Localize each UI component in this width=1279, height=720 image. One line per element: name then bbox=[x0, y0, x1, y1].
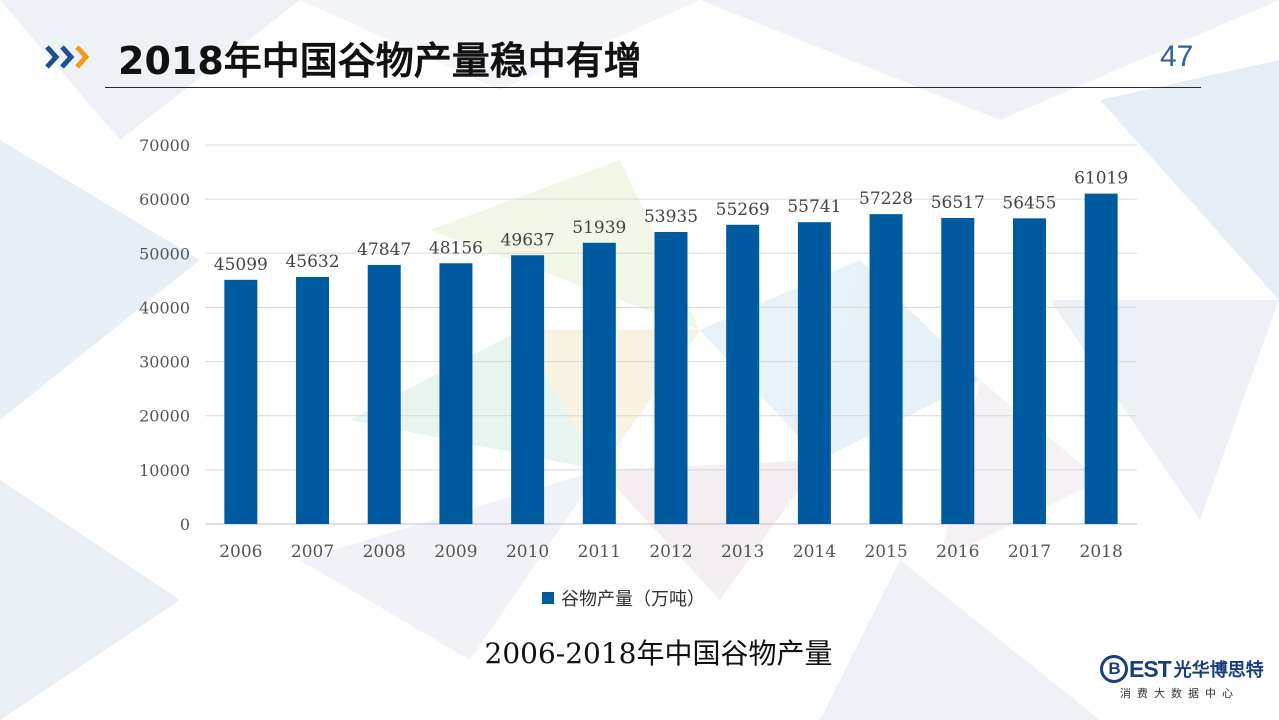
chart-caption: 2006-2018年中国谷物产量 bbox=[484, 637, 833, 670]
y-tick-label: 20000 bbox=[139, 407, 190, 426]
bar bbox=[367, 264, 401, 524]
bar bbox=[797, 222, 831, 524]
logo-subtitle: 消费大数据中心 bbox=[1120, 687, 1239, 700]
title-divider bbox=[105, 87, 1201, 88]
data-label: 57228 bbox=[859, 189, 913, 209]
data-label: 53935 bbox=[644, 207, 698, 227]
bar bbox=[941, 218, 975, 525]
data-label: 47847 bbox=[357, 240, 411, 260]
data-label: 51939 bbox=[572, 218, 626, 238]
x-tick-label: 2009 bbox=[434, 542, 477, 562]
bar bbox=[511, 255, 545, 524]
data-label: 48156 bbox=[429, 238, 483, 258]
x-tick-label: 2007 bbox=[291, 542, 334, 562]
bar bbox=[869, 214, 903, 525]
logo-mark: B EST 光华博思特 bbox=[1100, 655, 1264, 683]
company-logo: B EST 光华博思特 消费大数据中心 bbox=[1100, 650, 1270, 710]
data-label: 55269 bbox=[716, 200, 770, 220]
x-tick-label: 2016 bbox=[936, 542, 979, 562]
x-tick-label: 2015 bbox=[864, 542, 907, 562]
x-tick-label: 2018 bbox=[1080, 542, 1123, 562]
x-tick-label: 2008 bbox=[363, 542, 406, 562]
y-tick-label: 10000 bbox=[139, 461, 190, 480]
bar bbox=[1012, 218, 1046, 525]
x-tick-label: 2006 bbox=[219, 542, 262, 562]
data-label: 61019 bbox=[1074, 169, 1128, 189]
bar bbox=[439, 263, 473, 524]
x-tick-label: 2011 bbox=[578, 542, 621, 562]
data-label: 55741 bbox=[787, 197, 841, 217]
x-tick-label: 2012 bbox=[649, 542, 692, 562]
y-tick-label: 0 bbox=[180, 515, 190, 534]
logo-text: EST bbox=[1129, 655, 1172, 682]
x-tick-label: 2017 bbox=[1008, 542, 1051, 562]
bar bbox=[1084, 193, 1118, 524]
y-tick-label: 40000 bbox=[139, 298, 190, 317]
data-label: 56517 bbox=[931, 193, 985, 213]
logo-letter: B bbox=[1100, 655, 1128, 683]
y-tick-label: 30000 bbox=[139, 353, 190, 372]
bar bbox=[654, 231, 688, 524]
logo-chinese-name: 光华博思特 bbox=[1173, 660, 1264, 681]
bar bbox=[582, 242, 616, 524]
data-label: 45632 bbox=[285, 252, 339, 272]
legend-swatch bbox=[542, 592, 554, 604]
x-tick-label: 2010 bbox=[506, 542, 549, 562]
y-tick-label: 60000 bbox=[139, 190, 190, 209]
y-tick-label: 70000 bbox=[139, 136, 190, 155]
legend-label: 谷物产量（万吨） bbox=[561, 589, 705, 610]
chevrons-icon bbox=[45, 45, 90, 69]
bar bbox=[296, 276, 330, 524]
x-tick-label: 2014 bbox=[793, 542, 836, 562]
data-label: 49637 bbox=[501, 230, 555, 250]
x-tick-label: 2013 bbox=[721, 542, 764, 562]
data-label: 56455 bbox=[1002, 193, 1056, 213]
bar bbox=[726, 224, 760, 524]
chart-legend: 谷物产量（万吨） bbox=[542, 585, 705, 611]
bar bbox=[224, 279, 258, 524]
data-label: 45099 bbox=[214, 255, 268, 275]
page-title: 2018年中国谷物产量稳中有增 bbox=[118, 39, 642, 83]
y-tick-label: 50000 bbox=[139, 244, 190, 263]
page-number: 47 bbox=[1160, 40, 1194, 73]
